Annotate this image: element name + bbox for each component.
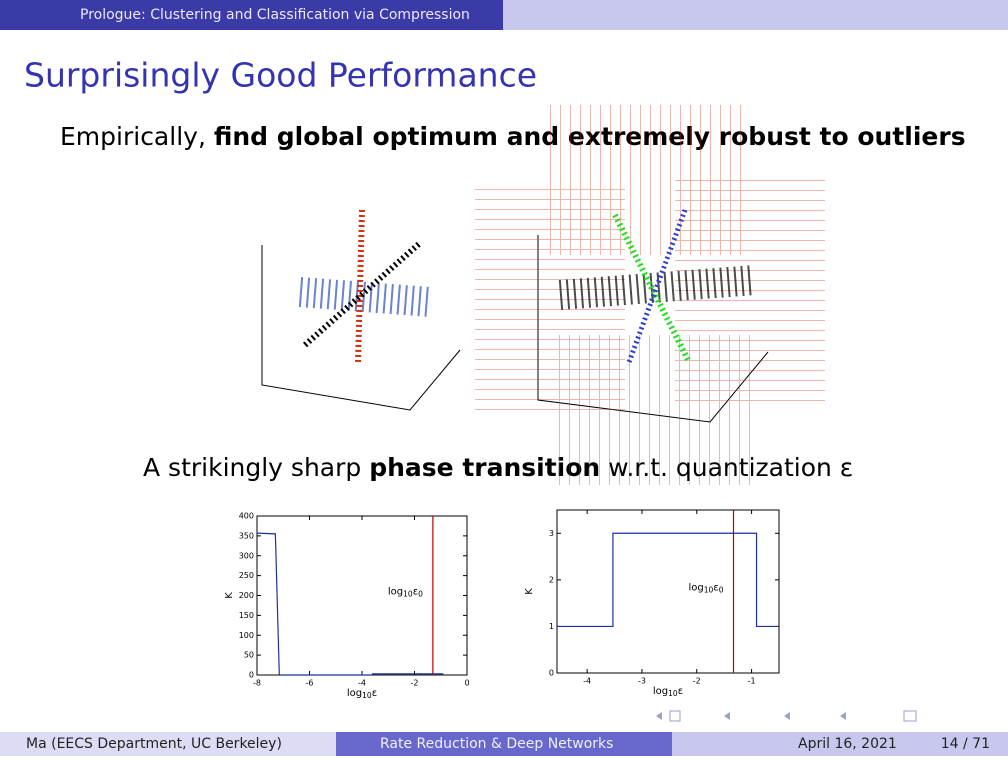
axis-label: log10ε <box>653 686 683 698</box>
subscript: 10 <box>704 586 714 595</box>
text: A strikingly sharp <box>143 453 369 482</box>
x-tick-label: -2 <box>411 679 419 688</box>
footer-page: 14 / 71 <box>941 736 990 752</box>
y-tick-label: 300 <box>239 551 254 560</box>
x-tick-label: -8 <box>253 679 261 688</box>
footer-date: April 16, 2021 <box>798 736 897 752</box>
footer-author: Ma (EECS Department, UC Berkeley) <box>26 736 282 752</box>
x-tick-label: -4 <box>358 679 366 688</box>
section-title: Prologue: Clustering and Classification … <box>80 7 470 23</box>
label-part: ε <box>413 587 418 598</box>
y-tick-label: 250 <box>239 571 254 580</box>
y-axis-label: K <box>524 588 535 595</box>
nav-box <box>903 710 917 722</box>
subscript: 10 <box>403 590 413 599</box>
nav-arrow <box>656 712 846 720</box>
x-tick-label: -6 <box>306 679 314 688</box>
text-bold: phase transition <box>369 453 600 482</box>
y-tick-label: 400 <box>239 512 254 521</box>
nav-icons <box>656 710 917 722</box>
axis-label: log10ε0 <box>689 583 724 595</box>
header-right <box>503 0 1008 30</box>
label-part: ε <box>678 686 683 697</box>
label-part: log <box>653 686 668 697</box>
figure-3d-right <box>475 105 825 485</box>
footer-middle <box>336 732 672 756</box>
label-part: ε <box>713 583 718 594</box>
header-left <box>0 0 503 30</box>
subscript: 0 <box>719 586 724 595</box>
label-part: log <box>689 583 704 594</box>
label-part: ε <box>372 688 377 699</box>
y-tick-label: 0 <box>249 671 254 680</box>
label-part: log <box>388 587 403 598</box>
x-tick-label: -2 <box>693 677 701 686</box>
y-tick-label: 150 <box>239 611 254 620</box>
x-tick-label: 0 <box>464 679 469 688</box>
slide-title: Surprisingly Good Performance <box>24 56 537 95</box>
axis-label: log10ε0 <box>388 587 423 599</box>
data-line <box>256 532 444 676</box>
text: w.r.t. quantization ε <box>600 453 853 482</box>
figure-3d-left <box>261 209 461 411</box>
x-tick-label: -3 <box>638 677 646 686</box>
y-tick-label: 350 <box>239 531 254 540</box>
y-tick-label: 100 <box>239 631 254 640</box>
y-axis-label: K <box>224 592 235 599</box>
y-tick-label: 3 <box>549 529 554 538</box>
y-tick-label: 2 <box>549 575 554 584</box>
footer-left <box>0 732 336 756</box>
subscript: 0 <box>418 590 423 599</box>
x-tick-label: -4 <box>583 677 591 686</box>
text-line: A strikingly sharp phase transition w.r.… <box>143 453 853 482</box>
text-bold: find global optimum and extremely robust… <box>214 122 966 151</box>
y-tick-label: 0 <box>549 669 554 678</box>
label-part: log <box>347 688 362 699</box>
data-line <box>557 532 779 628</box>
nav-box <box>669 710 681 722</box>
text-line: Empirically, find global optimum and ext… <box>60 122 966 151</box>
y-tick-label: 50 <box>244 651 254 660</box>
footer-title: Rate Reduction & Deep Networks <box>380 736 613 752</box>
footer-right <box>672 732 1008 756</box>
y-tick-label: 1 <box>549 622 554 631</box>
x-tick-label: -1 <box>748 677 756 686</box>
y-tick-label: 200 <box>239 591 254 600</box>
plot-frame <box>256 515 468 676</box>
axis-label: log10ε <box>347 688 377 700</box>
subscript: 10 <box>362 691 372 700</box>
plot-frame <box>556 509 780 674</box>
text: Empirically, <box>60 122 214 151</box>
subscript: 10 <box>668 689 678 698</box>
